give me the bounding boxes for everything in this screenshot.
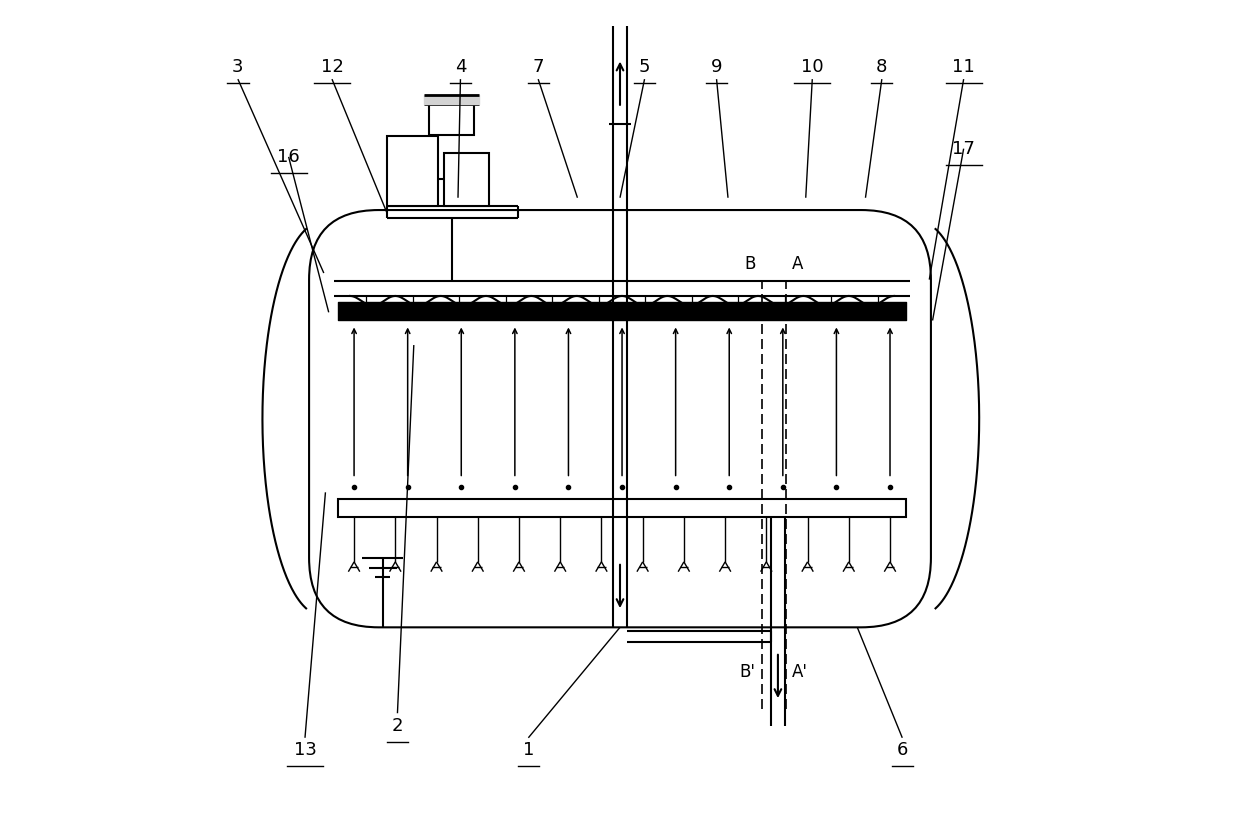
Text: B: B bbox=[744, 255, 756, 273]
FancyBboxPatch shape bbox=[309, 210, 931, 627]
Text: A': A' bbox=[792, 663, 807, 681]
Text: 9: 9 bbox=[711, 57, 723, 76]
Text: 13: 13 bbox=[294, 741, 316, 759]
Text: 17: 17 bbox=[952, 140, 975, 158]
Bar bbox=[429, 103, 475, 135]
Bar bbox=[387, 136, 438, 206]
Text: 10: 10 bbox=[801, 57, 823, 76]
Bar bbox=[337, 499, 906, 517]
Text: 3: 3 bbox=[232, 57, 243, 76]
Text: A: A bbox=[792, 255, 804, 273]
Text: 6: 6 bbox=[897, 741, 908, 759]
Bar bbox=[444, 153, 489, 206]
Text: 4: 4 bbox=[455, 57, 466, 76]
Text: 8: 8 bbox=[877, 57, 888, 76]
Text: B': B' bbox=[740, 663, 756, 681]
Text: 11: 11 bbox=[952, 57, 975, 76]
Text: 5: 5 bbox=[639, 57, 650, 76]
Text: 12: 12 bbox=[321, 57, 343, 76]
Text: 2: 2 bbox=[392, 717, 403, 735]
Text: 7: 7 bbox=[532, 57, 544, 76]
Text: 16: 16 bbox=[278, 148, 300, 166]
Text: 1: 1 bbox=[523, 741, 534, 759]
